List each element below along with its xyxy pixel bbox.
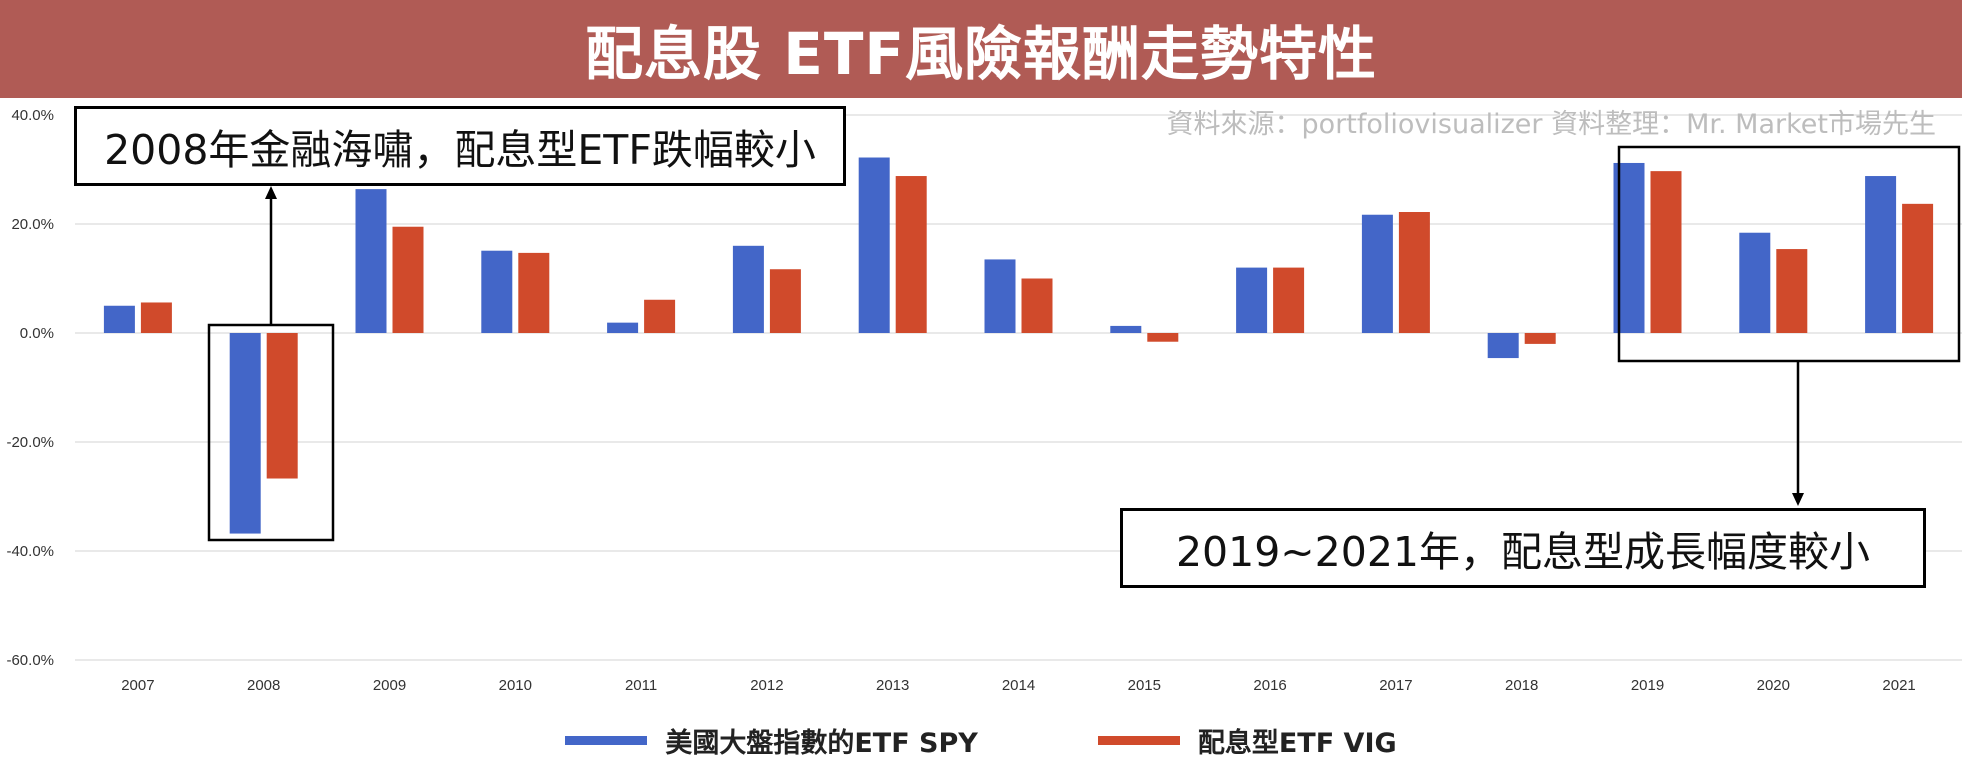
bar-vig-2020 — [1776, 249, 1808, 333]
bar-vig-2009 — [392, 226, 424, 333]
x-tick-label: 2008 — [247, 677, 280, 694]
bar-vig-2011 — [644, 299, 676, 333]
y-tick-label: -20.0% — [6, 434, 54, 451]
x-tick-label: 2021 — [1882, 677, 1915, 694]
bar-vig-2008 — [266, 333, 298, 479]
bar-vig-2010 — [518, 252, 550, 333]
legend-label-vig: 配息型ETF VIG — [1197, 727, 1397, 759]
y-tick-label: 0.0% — [20, 325, 54, 342]
bar-vig-2021 — [1902, 203, 1934, 333]
bar-vig-2007 — [140, 302, 172, 333]
legend-item-vig: 配息型ETF VIG — [1097, 721, 1397, 760]
bar-spy-2011 — [607, 322, 639, 333]
bar-spy-2020 — [1739, 232, 1771, 333]
arrow-2008-head — [265, 186, 277, 199]
x-tick-label: 2018 — [1505, 677, 1538, 694]
x-tick-label: 2012 — [750, 677, 783, 694]
legend-swatch-vig — [1097, 735, 1180, 745]
chart-title: 配息股 ETF風險報酬走勢特性 — [585, 20, 1377, 88]
x-tick-label: 2009 — [373, 677, 406, 694]
bar-spy-2015 — [1110, 325, 1142, 333]
y-tick-label: -60.0% — [6, 652, 54, 669]
x-tick-label: 2017 — [1379, 677, 1412, 694]
y-tick-label: -40.0% — [6, 543, 54, 560]
bar-vig-2019 — [1650, 171, 1682, 333]
x-tick-label: 2015 — [1128, 677, 1161, 694]
bar-vig-2016 — [1273, 267, 1305, 333]
x-tick-label: 2007 — [121, 677, 154, 694]
x-tick-label: 2020 — [1757, 677, 1790, 694]
bar-vig-2015 — [1147, 333, 1179, 342]
bar-spy-2017 — [1361, 214, 1393, 333]
x-tick-label: 2011 — [625, 677, 657, 694]
source-note: 資料來源：portfoliovisualizer 資料整理：Mr. Market… — [1166, 109, 1936, 140]
bar-vig-2018 — [1524, 333, 1556, 344]
legend-swatch-spy — [565, 735, 648, 745]
highlight-box-2019-2021 — [1617, 145, 1961, 363]
bar-spy-2007 — [103, 305, 135, 333]
legend-label-spy: 美國大盤指數的ETF SPY — [665, 727, 978, 759]
bar-spy-2018 — [1487, 333, 1519, 359]
legend-item-spy: 美國大盤指數的ETF SPY — [565, 721, 978, 760]
annotation-2008-financial-crisis: 2008年金融海嘯，配息型ETF跌幅較小 — [74, 106, 846, 186]
y-tick-label: 40.0% — [11, 107, 54, 124]
bar-spy-2010 — [481, 250, 513, 333]
bar-vig-2017 — [1398, 212, 1430, 333]
x-tick-label: 2016 — [1253, 677, 1286, 694]
y-tick-label: 20.0% — [11, 216, 54, 233]
bar-spy-2009 — [355, 189, 387, 333]
bar-spy-2021 — [1865, 176, 1897, 333]
bar-spy-2012 — [732, 245, 764, 333]
bar-vig-2013 — [895, 176, 927, 333]
bar-spy-2008 — [229, 333, 261, 534]
bar-spy-2014 — [984, 259, 1016, 333]
x-tick-label: 2013 — [876, 677, 909, 694]
bar-spy-2013 — [858, 157, 890, 333]
y-axis-ticks: -60.0% -40.0% -20.0% 0.0% 20.0% 40.0% — [6, 107, 54, 669]
annotation-2019-2021: 2019~2021年，配息型成長幅度較小 — [1120, 508, 1926, 588]
bar-vig-2014 — [1021, 278, 1053, 333]
legend: 美國大盤指數的ETF SPY 配息型ETF VIG — [0, 720, 1962, 760]
arrow-2019-head — [1792, 493, 1804, 506]
annotation-arrows — [207, 145, 1961, 542]
x-tick-label: 2010 — [499, 677, 532, 694]
bar-vig-2012 — [769, 269, 801, 333]
x-tick-label: 2019 — [1631, 677, 1664, 694]
x-axis-ticks: 2007 2008 2009 2010 2011 2012 2013 2014 2015 2016… — [121, 677, 1916, 694]
title-banner: 配息股 ETF風險報酬走勢特性 — [0, 0, 1962, 98]
bars — [103, 157, 1934, 534]
x-tick-label: 2014 — [1002, 677, 1035, 694]
bar-spy-2016 — [1236, 267, 1268, 333]
